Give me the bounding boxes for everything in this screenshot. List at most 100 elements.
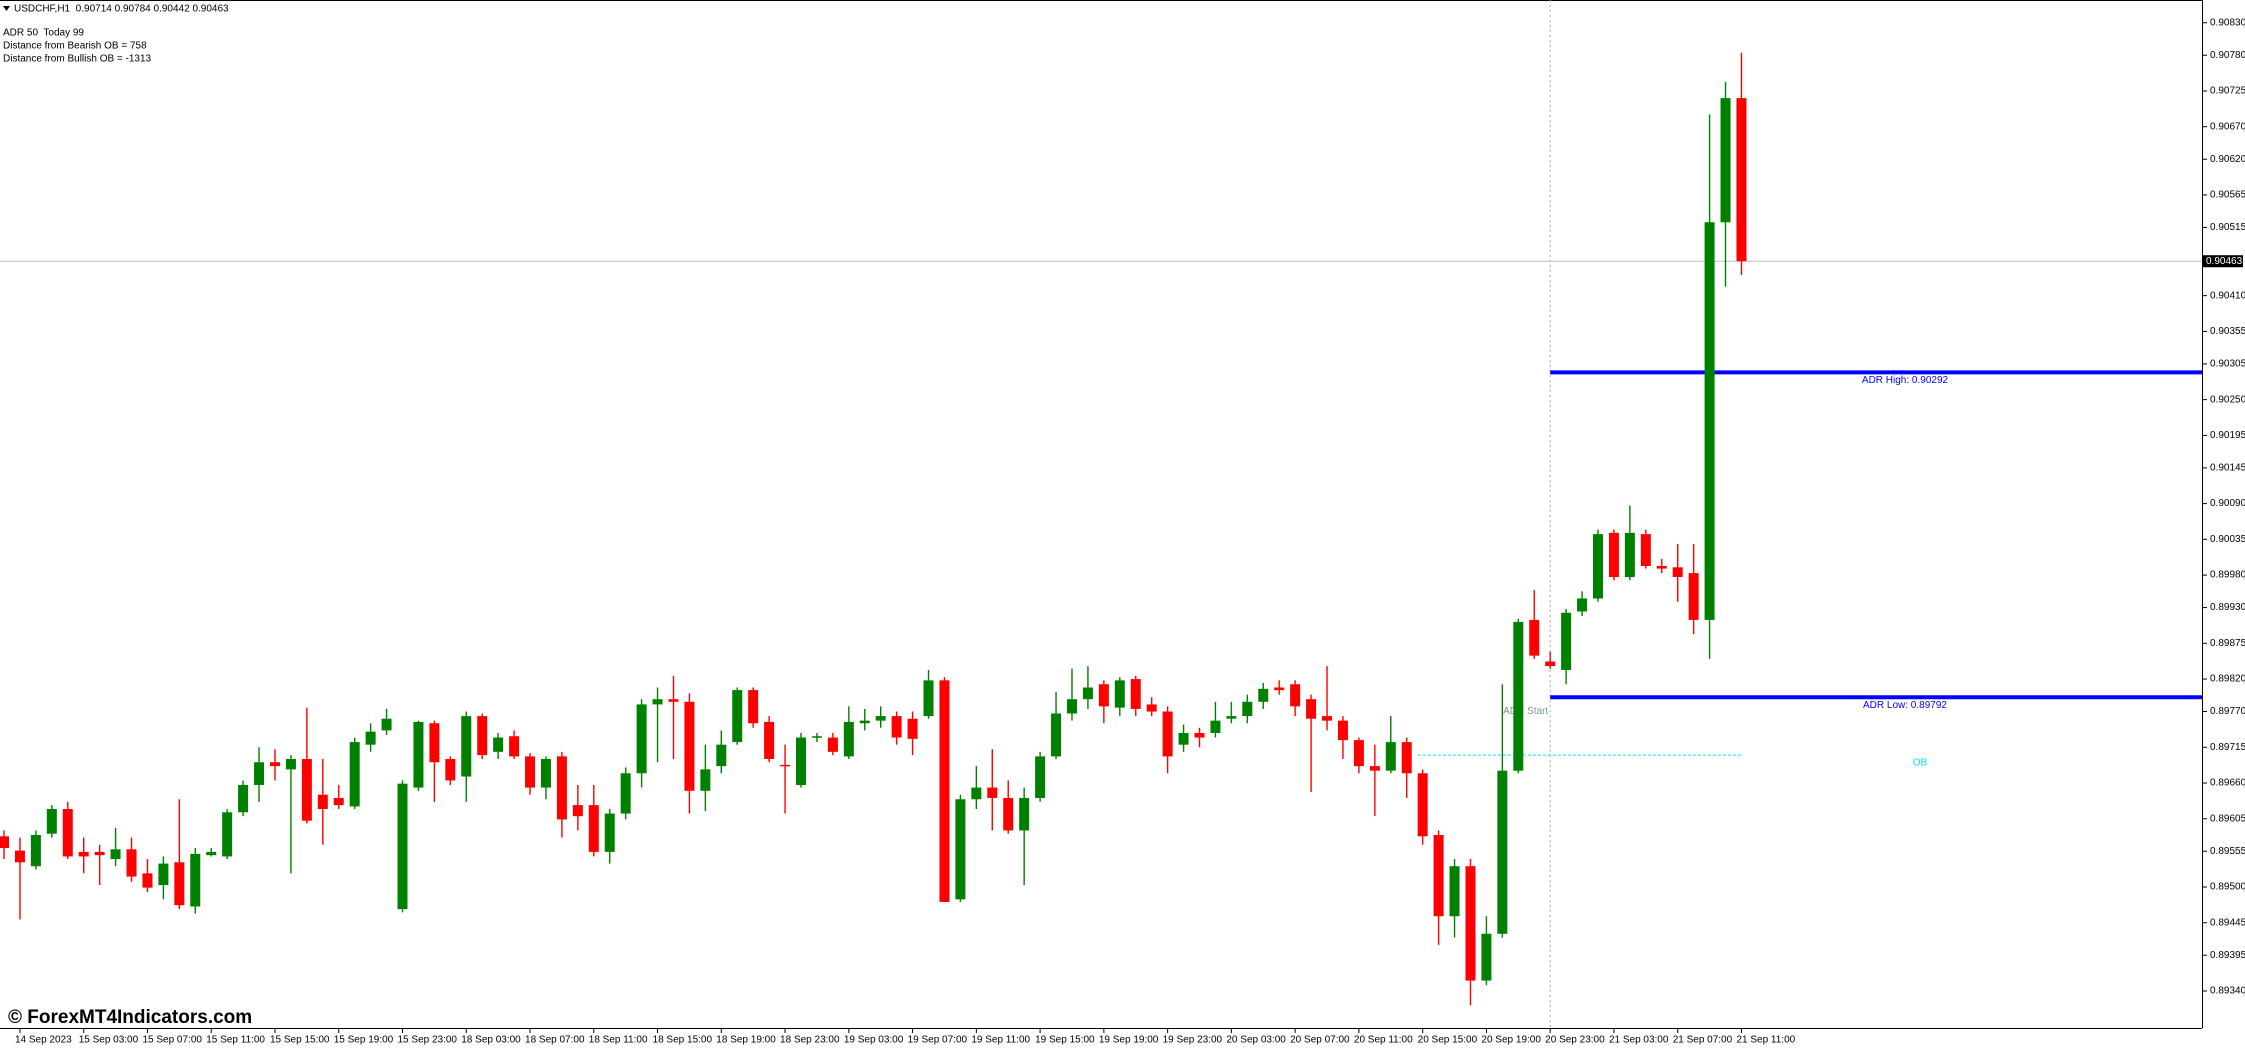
x-tick-label: 20 Sep 03:00 <box>1226 1035 1286 1046</box>
candle-body <box>748 690 759 724</box>
x-tick-label: 15 Sep 23:00 <box>398 1035 458 1046</box>
y-tick-label: 0.90035 <box>2210 534 2245 545</box>
indicator-info: ADR 50 Today 99 <box>3 28 84 39</box>
x-tick-label: 19 Sep 23:00 <box>1163 1035 1223 1046</box>
candle-body <box>1561 612 1572 670</box>
candle-body <box>668 699 679 702</box>
candle-body <box>1720 98 1731 223</box>
candle-body <box>1704 222 1715 620</box>
y-tick-label: 0.89500 <box>2210 882 2245 893</box>
candle-body <box>1369 766 1380 771</box>
y-tick-label: 0.90780 <box>2210 50 2245 61</box>
candle-body <box>1322 716 1333 721</box>
candle-body <box>588 805 599 852</box>
candle-body <box>62 809 73 857</box>
candle-body <box>859 720 870 724</box>
y-tick-label: 0.90305 <box>2210 359 2245 370</box>
candle-body <box>556 756 567 820</box>
y-tick-label: 0.90670 <box>2210 121 2245 132</box>
candle-body <box>1290 684 1301 707</box>
candle-body <box>1242 701 1253 717</box>
y-tick-label: 0.90355 <box>2210 326 2245 337</box>
x-tick-label: 14 Sep 2023 <box>15 1035 72 1046</box>
candle-body <box>190 853 201 907</box>
y-tick-label: 0.89820 <box>2210 674 2245 685</box>
candle-body <box>1114 680 1125 708</box>
candle-body <box>477 716 488 756</box>
candle-body <box>1465 866 1476 981</box>
x-tick-label: 15 Sep 11:00 <box>206 1035 265 1046</box>
candle-body <box>604 813 615 852</box>
candle-body <box>381 718 392 731</box>
adr-level-label: ADR High: 0.90292 <box>1862 375 1949 386</box>
candle-body <box>875 716 886 721</box>
candle-body <box>1178 732 1189 745</box>
watermark: © ForexMT4Indicators.com <box>8 1007 252 1028</box>
candle-body <box>222 812 233 857</box>
candle-body <box>0 836 9 849</box>
candle-body <box>1210 720 1221 733</box>
adr-level-label: ADR Low: 0.89792 <box>1863 700 1947 711</box>
candle-body <box>174 862 185 906</box>
candle-body <box>1513 621 1524 771</box>
x-tick-label: 15 Sep 03:00 <box>79 1035 139 1046</box>
candle-body <box>1497 770 1508 934</box>
y-tick-label: 0.89715 <box>2210 742 2245 753</box>
candle-body <box>429 723 440 763</box>
candle-body <box>1545 661 1556 667</box>
candle-body <box>254 762 265 785</box>
candle-body <box>1130 679 1141 709</box>
x-tick-label: 15 Sep 07:00 <box>142 1035 202 1046</box>
ob-label: OB <box>1913 758 1928 769</box>
candle-body <box>923 680 934 717</box>
y-tick-label: 0.89340 <box>2210 986 2245 997</box>
candle-body <box>1051 713 1062 757</box>
indicator-info: Distance from Bullish OB = -1313 <box>3 54 152 65</box>
x-tick-label: 19 Sep 19:00 <box>1099 1035 1159 1046</box>
x-tick-label: 18 Sep 19:00 <box>716 1035 776 1046</box>
candle-body <box>891 716 902 738</box>
candle-body <box>94 851 105 856</box>
candle-body <box>1035 756 1046 798</box>
candle-body <box>1098 684 1109 707</box>
y-tick-label: 0.90565 <box>2210 190 2245 201</box>
y-tick-label: 0.90090 <box>2210 498 2245 509</box>
candle-body <box>796 737 806 785</box>
candle-body <box>1640 534 1651 566</box>
candle-body <box>269 762 280 767</box>
x-tick-label: 19 Sep 07:00 <box>908 1035 968 1046</box>
candle-body <box>1624 532 1635 578</box>
candle-body <box>1258 688 1269 702</box>
candle-body <box>652 699 663 705</box>
candle-body <box>142 873 153 888</box>
candle-body <box>939 680 950 902</box>
candle-body <box>285 758 296 770</box>
candle-body <box>397 783 408 910</box>
candle-body <box>907 718 918 739</box>
candle-body <box>764 721 775 759</box>
symbol-info: USDCHF,H1 0.90714 0.90784 0.90442 0.9046… <box>14 4 229 15</box>
candle-body <box>126 849 137 877</box>
candle-body <box>1577 598 1588 612</box>
candle-body <box>955 799 966 900</box>
candle-body <box>1194 732 1205 738</box>
y-tick-label: 0.90250 <box>2210 394 2245 405</box>
candle-body <box>684 701 695 791</box>
x-tick-label: 21 Sep 03:00 <box>1609 1035 1669 1046</box>
x-tick-label: 19 Sep 15:00 <box>1035 1035 1095 1046</box>
candle-body <box>1688 573 1699 620</box>
x-tick-label: 18 Sep 15:00 <box>653 1035 713 1046</box>
candle-body <box>1593 534 1603 599</box>
candle-body <box>206 851 217 856</box>
candle-body <box>349 742 360 807</box>
y-tick-label: 0.90515 <box>2210 222 2245 233</box>
x-tick-label: 18 Sep 03:00 <box>461 1035 521 1046</box>
symbol-menu-icon[interactable] <box>3 6 10 11</box>
x-tick-label: 18 Sep 11:00 <box>589 1035 648 1046</box>
candle-body <box>987 787 998 798</box>
x-tick-label: 19 Sep 11:00 <box>971 1035 1030 1046</box>
candle-body <box>461 716 472 777</box>
candle-body <box>301 758 312 821</box>
